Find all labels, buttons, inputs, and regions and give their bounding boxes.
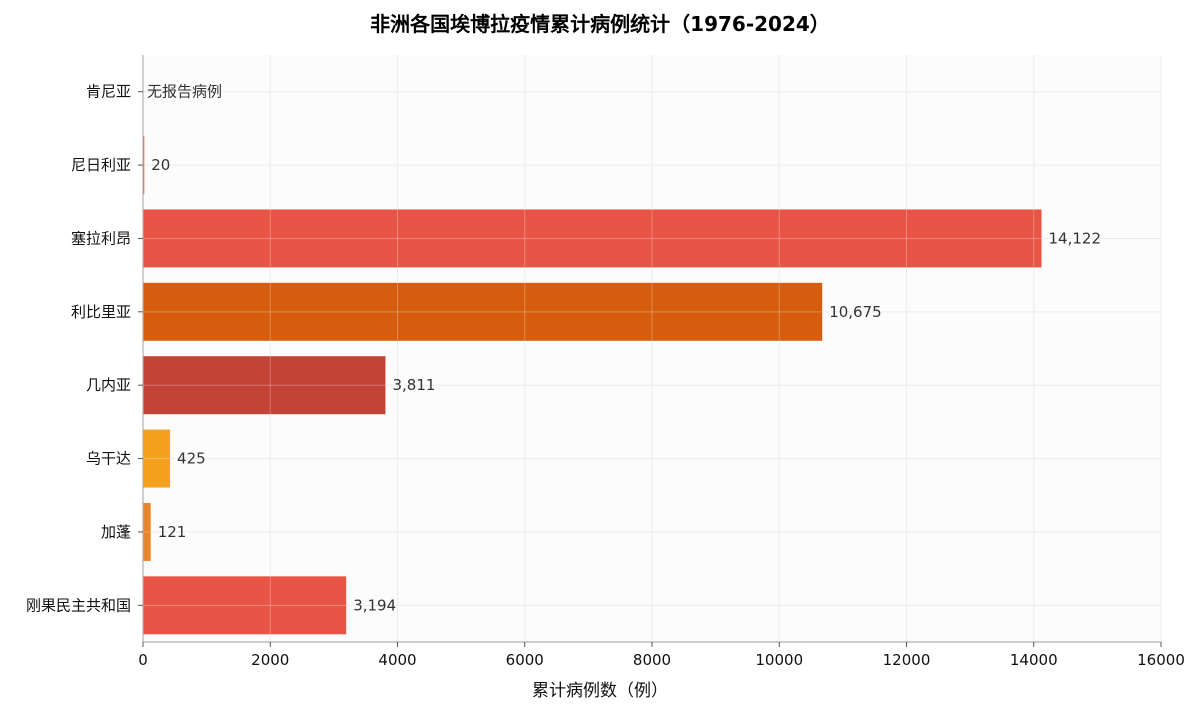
data-label: 3,194 — [353, 596, 396, 614]
data-label: 121 — [158, 523, 187, 541]
y-tick-label: 加蓬 — [101, 523, 131, 541]
y-tick-label: 塞拉利昂 — [71, 229, 131, 247]
bar-3 — [143, 282, 823, 341]
data-label: 10,675 — [829, 303, 882, 321]
y-tick-label: 尼日利亚 — [71, 156, 131, 174]
data-label: 3,811 — [392, 376, 435, 394]
x-tick-label: 12000 — [883, 651, 931, 669]
bar-2 — [143, 209, 1042, 268]
bar-5 — [143, 429, 171, 488]
data-label: 425 — [177, 450, 206, 468]
data-label: 14,122 — [1049, 229, 1102, 247]
x-tick-label: 14000 — [1010, 651, 1058, 669]
y-tick-label: 几内亚 — [86, 376, 131, 394]
bar-1 — [143, 136, 145, 195]
x-tick-label: 2000 — [251, 651, 289, 669]
y-tick-label: 乌干达 — [86, 450, 131, 468]
data-label: 无报告病例 — [147, 83, 222, 101]
x-tick-label: 4000 — [378, 651, 416, 669]
bar-4 — [143, 356, 386, 415]
x-tick-label: 10000 — [755, 651, 803, 669]
y-tick-label: 利比里亚 — [71, 303, 131, 321]
x-tick-label: 6000 — [506, 651, 544, 669]
data-label: 20 — [151, 156, 170, 174]
x-tick-label: 8000 — [633, 651, 671, 669]
x-tick-label: 0 — [138, 651, 148, 669]
bar-7 — [143, 576, 347, 635]
bar-6 — [143, 502, 151, 561]
x-tick-label: 16000 — [1137, 651, 1185, 669]
chart-title: 非洲各国埃博拉疫情累计病例统计（1976-2024） — [370, 12, 830, 36]
y-tick-label: 刚果民主共和国 — [26, 596, 131, 614]
y-tick-label: 肯尼亚 — [86, 83, 131, 101]
x-axis-label: 累计病例数（例） — [532, 681, 668, 701]
